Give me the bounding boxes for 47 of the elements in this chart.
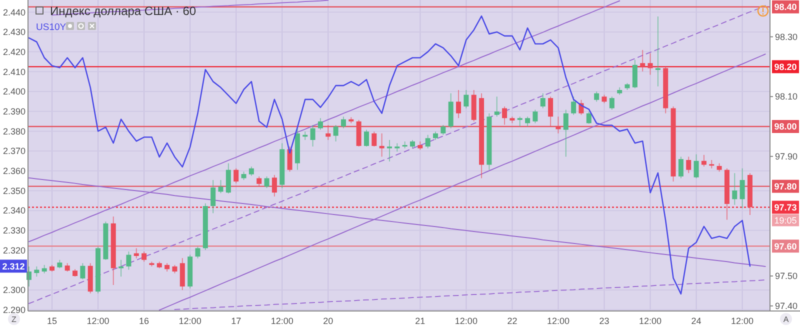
x-tick-label: 15 [47,316,58,326]
ref-line-label: 98.20 [774,62,797,72]
y2-tick-label: 2.320 [3,245,26,256]
y-tick-label: 97.40 [775,301,798,312]
y2-tick-label: 2.290 [3,304,26,315]
ref-line-label: 97.60 [774,241,797,252]
x-tick-label: 16 [139,316,150,326]
y2-tick-label: 2.330 [3,226,26,236]
x-tick-label: 24 [691,316,702,326]
x-tick-label: 17 [231,316,242,326]
x-tick-label: 20 [323,316,334,326]
y2-tick-label: 2.370 [3,146,26,156]
x-tick-label: 12:00 [270,316,294,326]
x-tick-label: 12:00 [454,316,478,326]
series-label: US10Y [36,22,67,33]
y2-tick-label: 2.300 [3,285,26,296]
text: 19:05 [774,215,797,226]
y-tick-label: 98.10 [775,92,798,102]
y2-tick-label: 2.400 [3,86,26,97]
y-tick-label: 97.50 [775,271,798,282]
y2-tick-label: 2.390 [3,106,26,116]
ref-line-label: 98.00 [774,122,797,132]
y-tick-label: 97.90 [775,152,798,162]
y2-tick-label: 2.380 [3,126,26,136]
y2-tick-label: 2.350 [3,186,26,196]
x-tick-label: 12:00 [178,316,202,326]
y2-tick-label: 2.420 [3,46,26,57]
ref-line-label: 97.80 [774,181,797,192]
x-tick-label: 23 [599,316,610,326]
y2-tick-label: 2.410 [3,66,26,77]
line-series [174,279,766,310]
x-tick-label: 22 [507,316,518,326]
x-tick-label: 12:00 [86,316,110,326]
ref-line-label: 98.40 [774,2,797,12]
y2-tick-label: 2.340 [3,206,26,216]
y2-tick-label: 2.440 [3,7,26,18]
x-tick-label: 12:00 [546,316,570,326]
x-tick-label: 12:00 [731,316,754,326]
ref-line-label: 97.73 [774,202,797,212]
round-button: Z [8,313,20,325]
round-button: A [780,313,792,325]
text: 2.312 [2,261,25,272]
y2-tick-label: 2.430 [3,27,26,38]
y-tick-label: 98.30 [775,32,798,42]
x-tick-label: 12:00 [639,316,662,326]
y2-tick-label: 2.360 [3,166,26,176]
x-tick-label: 21 [415,316,426,326]
